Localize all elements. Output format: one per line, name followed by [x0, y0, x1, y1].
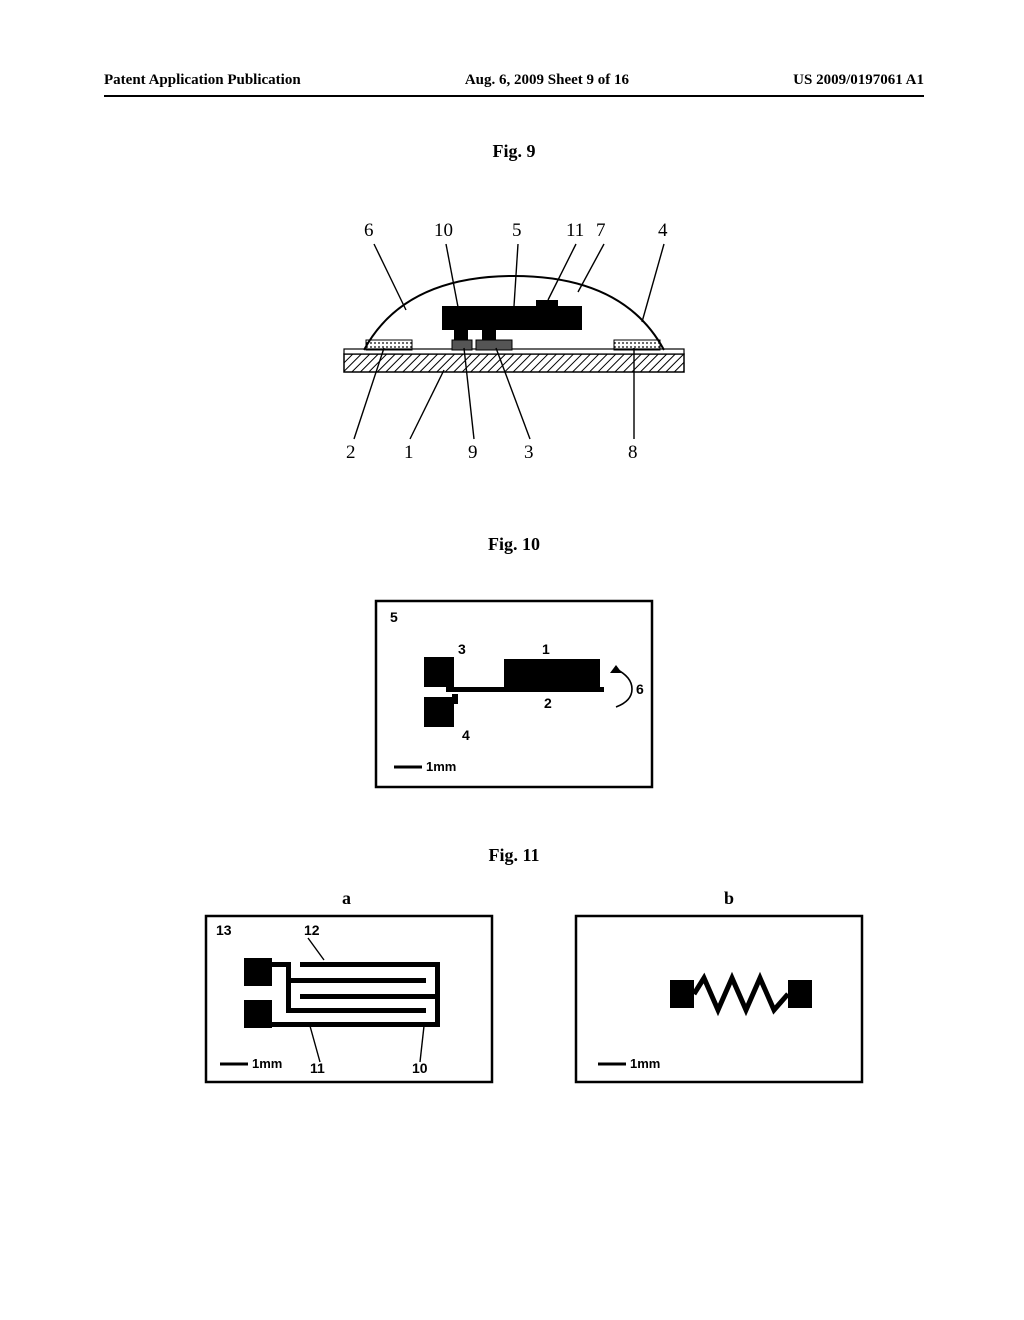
fig10-diagram: 5 3 1 6 2 4 1mm: [374, 599, 654, 789]
fig10-label-4: 4: [462, 727, 470, 743]
fig9-label-8: 8: [628, 442, 638, 464]
fig9-title: Fig. 9: [104, 141, 924, 162]
fig11a-svg: [204, 914, 494, 1084]
fig11b-diagram: 1mm: [574, 914, 864, 1084]
fig11a-label-10: 10: [412, 1060, 428, 1076]
fig10-label-1: 1: [542, 641, 550, 657]
fig10-scale-label: 1mm: [426, 759, 456, 774]
fig9-label-2: 2: [346, 442, 356, 464]
header-rule: [104, 95, 924, 97]
fig11a-diagram: 13 12 11 10 1mm: [204, 914, 494, 1084]
fig11-title: Fig. 11: [104, 845, 924, 866]
fig11a-label-12: 12: [304, 922, 320, 938]
fig9-label-3: 3: [524, 442, 534, 464]
fig10-label-5: 5: [390, 609, 398, 625]
fig10-label-3: 3: [458, 641, 466, 657]
fig11a-scale-label: 1mm: [252, 1056, 282, 1071]
fig9-label-11: 11: [566, 220, 584, 242]
fig9-label-9: 9: [468, 442, 478, 464]
header-center: Aug. 6, 2009 Sheet 9 of 16: [465, 72, 629, 89]
fig10-title: Fig. 10: [104, 534, 924, 555]
fig10-svg: [374, 599, 654, 789]
fig9-label-5: 5: [512, 220, 522, 242]
fig11-container: a b: [204, 890, 864, 1090]
fig11a-label-11: 11: [310, 1060, 325, 1076]
fig11-sub-b: b: [724, 888, 734, 909]
fig9-label-7: 7: [596, 220, 606, 242]
page: Patent Application Publication Aug. 6, 2…: [104, 72, 924, 1252]
fig9-label-4: 4: [658, 220, 668, 242]
page-header: Patent Application Publication Aug. 6, 2…: [104, 72, 924, 89]
fig9-label-6: 6: [364, 220, 374, 242]
header-right: US 2009/0197061 A1: [793, 72, 924, 89]
header-left: Patent Application Publication: [104, 72, 301, 89]
fig9-label-10: 10: [434, 220, 453, 242]
fig9-diagram: 6 10 5 11 7 4 2 1 9 3 8: [314, 214, 714, 474]
fig10-label-2: 2: [544, 695, 552, 711]
fig9-svg: [314, 214, 714, 474]
fig11-sub-a: a: [342, 888, 351, 909]
fig9-label-1: 1: [404, 442, 414, 464]
fig10-label-6: 6: [636, 681, 644, 697]
fig11b-svg: [574, 914, 864, 1084]
fig11a-label-13: 13: [216, 922, 232, 938]
fig11b-scale-label: 1mm: [630, 1056, 660, 1071]
